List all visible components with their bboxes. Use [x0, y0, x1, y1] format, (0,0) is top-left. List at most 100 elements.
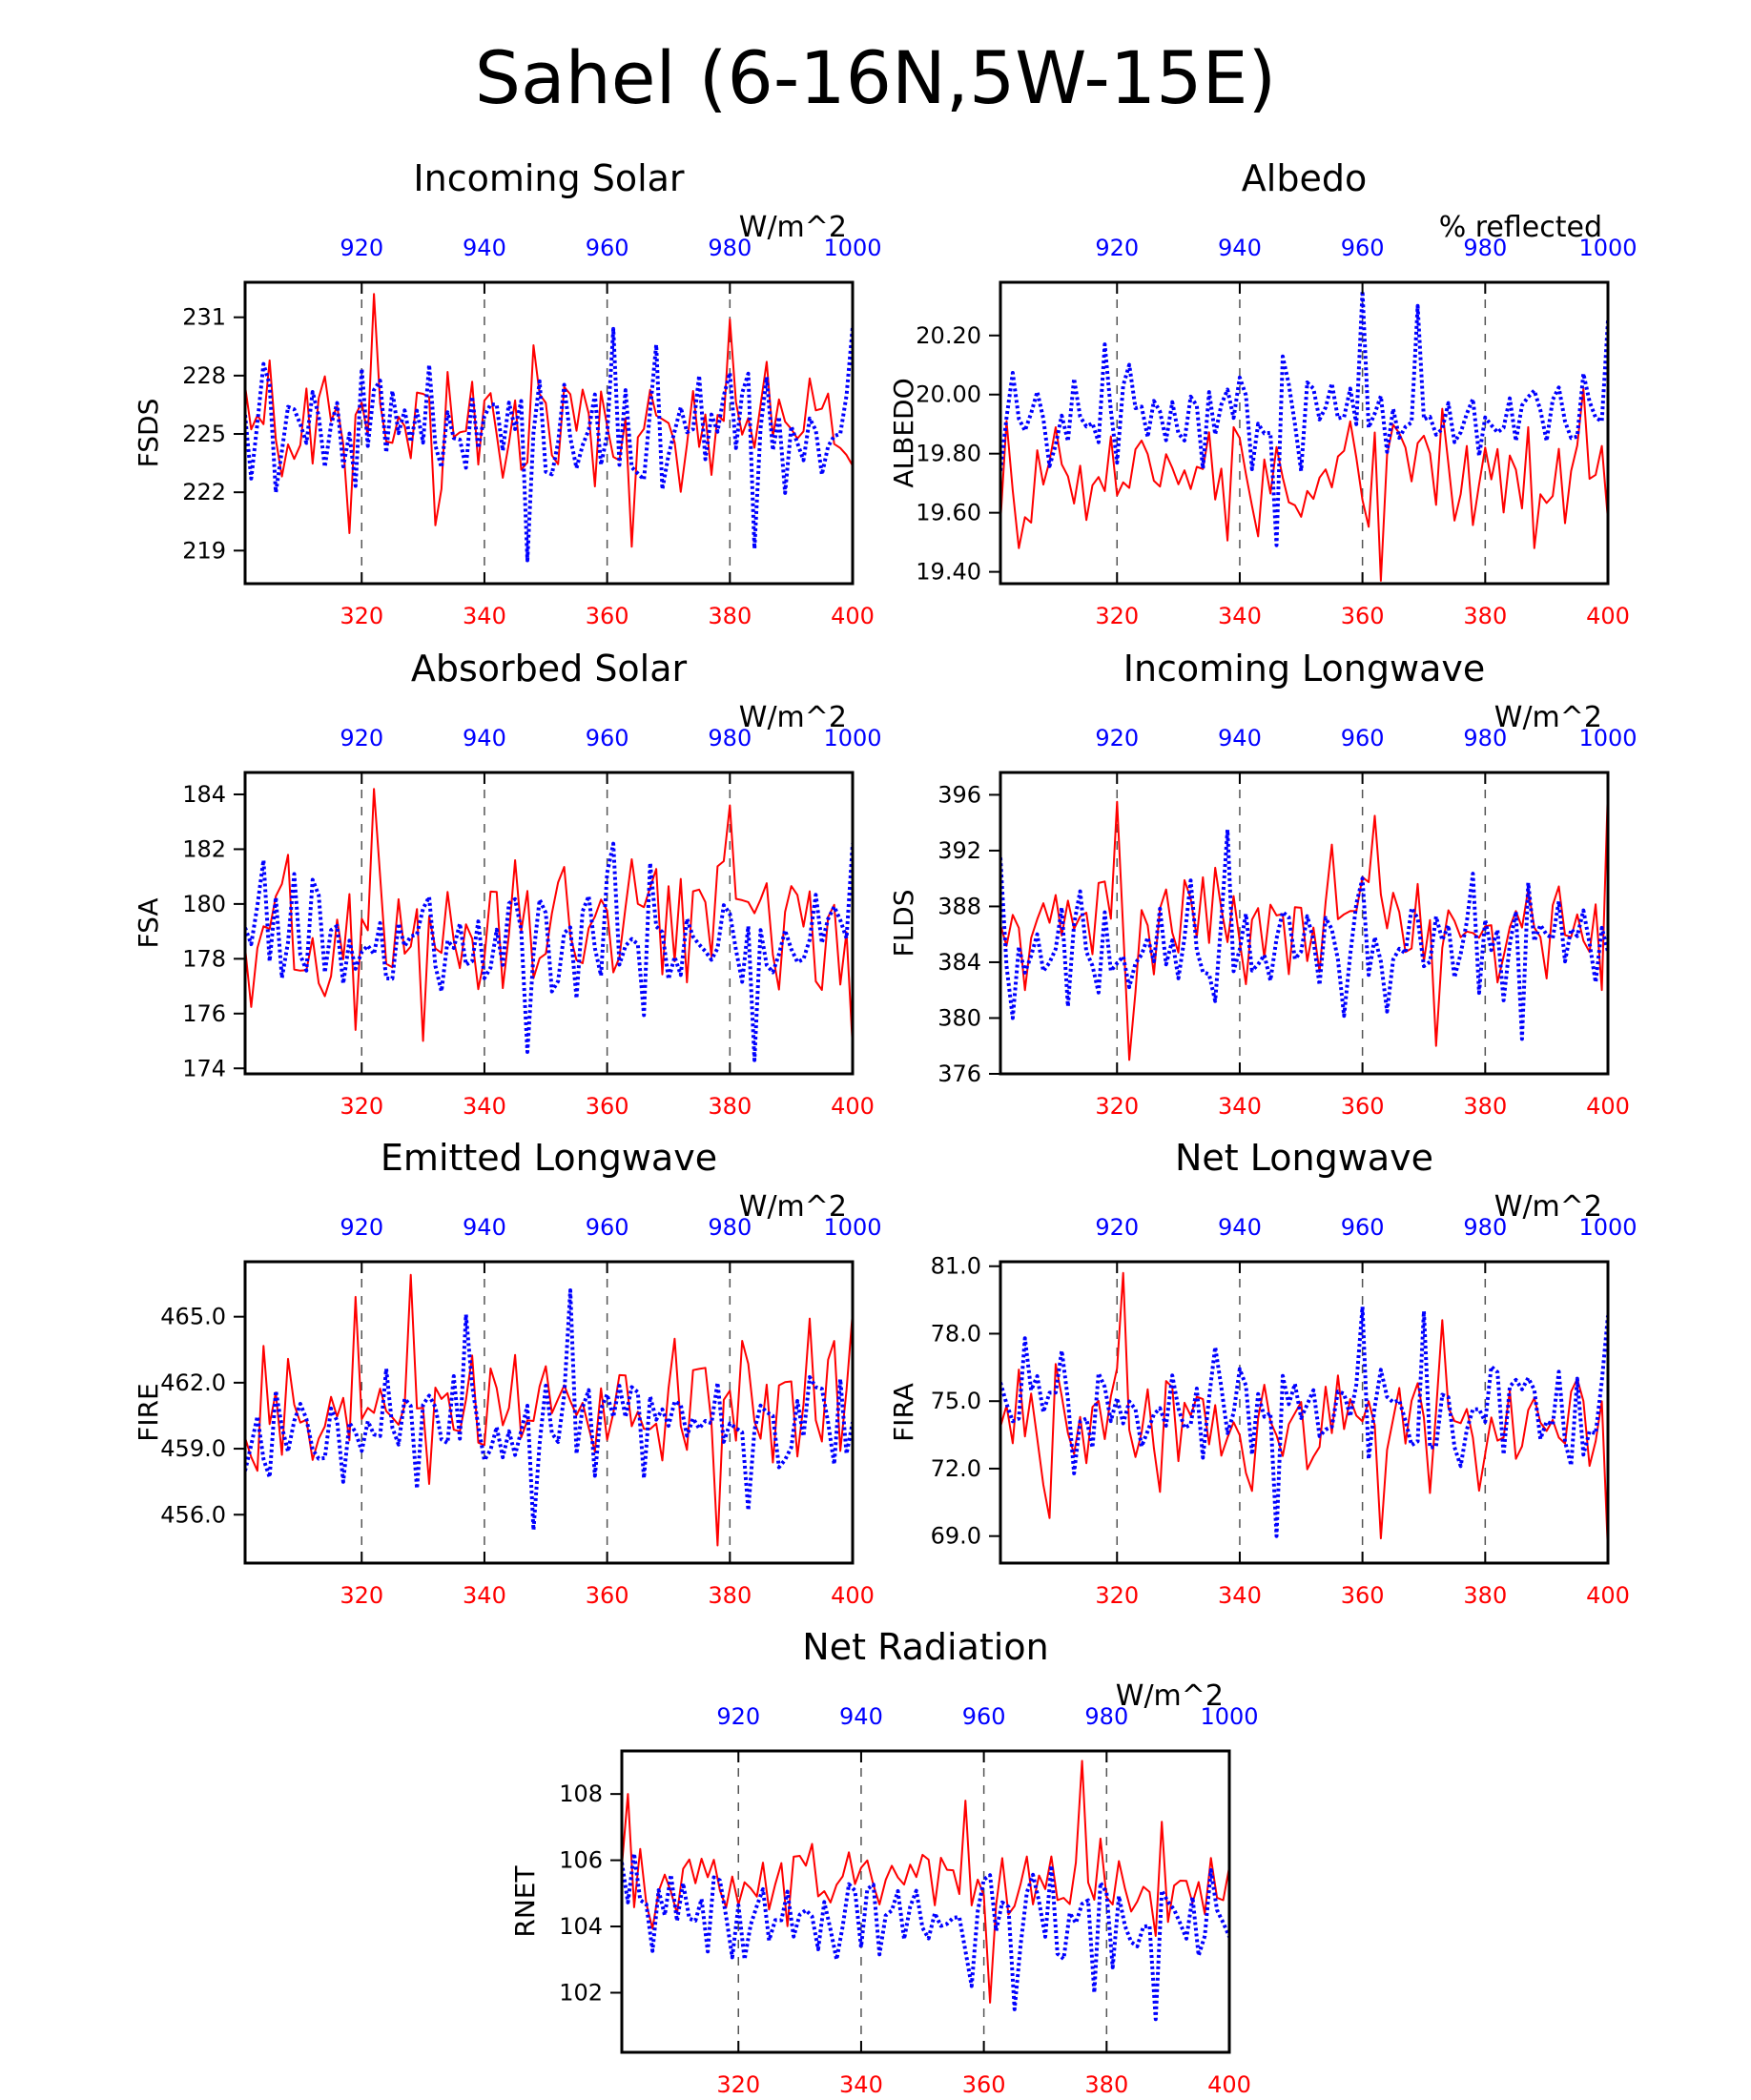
y-tick-label: 182	[182, 835, 226, 862]
y-tick-label: 78.0	[931, 1320, 981, 1347]
x-top-tick-label: 940	[1218, 725, 1262, 751]
series-line-red	[622, 1760, 1229, 2004]
x-top-tick-label: 960	[1341, 725, 1385, 751]
x-bottom-tick-label: 360	[1341, 1093, 1385, 1120]
y-tick-label: 396	[937, 781, 981, 808]
y-tick-label: 392	[937, 837, 981, 864]
x-bottom-tick-label: 320	[1095, 1582, 1139, 1609]
x-bottom-tick-label: 360	[962, 2071, 1006, 2098]
x-bottom-tick-label: 340	[1218, 1582, 1262, 1609]
x-top-tick-label: 960	[962, 1703, 1006, 1730]
y-tick-label: 69.0	[931, 1523, 981, 1550]
y-tick-label: 456.0	[160, 1501, 226, 1528]
y-tick-label: 75.0	[931, 1388, 981, 1414]
x-top-tick-label: 1000	[1578, 725, 1637, 751]
series-line-red	[1000, 387, 1608, 582]
x-top-tick-label: 980	[1084, 1703, 1128, 1730]
x-top-tick-label: 1000	[823, 725, 881, 751]
y-tick-label: 222	[182, 479, 226, 505]
y-tick-label: 184	[182, 781, 226, 808]
x-top-tick-label: 980	[708, 235, 752, 261]
y-tick-label: 380	[937, 1004, 981, 1031]
x-top-tick-label: 1000	[1578, 1214, 1637, 1241]
y-tick-label: 225	[182, 421, 226, 447]
panel-albedo: Albedo % reflected 20.20 20.00 19.80 19.60 19.…	[888, 157, 1638, 629]
plot-frame	[999, 771, 1610, 1076]
y-tick-label: 72.0	[931, 1455, 981, 1482]
series-line-blue	[1000, 828, 1608, 1041]
x-bottom-tick-label: 380	[1463, 1093, 1507, 1120]
series-line-blue	[245, 1288, 853, 1533]
x-bottom-tick-label: 380	[1463, 603, 1507, 629]
y-axis-label: FIRA	[888, 1383, 919, 1442]
x-bottom-tick-label: 360	[586, 603, 629, 629]
y-tick-label: 104	[559, 1913, 603, 1940]
x-bottom-tick-label: 340	[463, 1093, 506, 1120]
x-top-tick-label: 1000	[823, 235, 881, 261]
x-top-tick-label: 920	[716, 1703, 760, 1730]
x-bottom-tick-label: 320	[340, 1582, 383, 1609]
x-bottom-tick-label: 400	[1586, 1582, 1630, 1609]
series-line-blue	[245, 841, 853, 1062]
y-tick-label: 462.0	[160, 1369, 226, 1396]
panel-title: Net Radiation	[802, 1626, 1048, 1668]
x-bottom-tick-label: 360	[1341, 603, 1385, 629]
plot-frame	[999, 280, 1610, 586]
series-line-red	[245, 293, 853, 548]
x-top-tick-label: 960	[586, 235, 629, 261]
x-top-tick-label: 920	[1095, 725, 1139, 751]
x-top-tick-label: 960	[1341, 235, 1385, 261]
x-bottom-tick-label: 360	[586, 1582, 629, 1609]
panel-fsds: Incoming Solar W/m^2 231 228 225 222 219 FSDS 32…	[133, 157, 882, 629]
x-bottom-tick-label: 400	[831, 603, 875, 629]
x-top-tick-label: 940	[463, 1214, 506, 1241]
x-bottom-tick-label: 340	[463, 603, 506, 629]
figure-title: Sahel (6-16N,5W-15E)	[475, 35, 1276, 120]
x-top-tick-label: 1000	[1200, 1703, 1258, 1730]
panel-title: Emitted Longwave	[381, 1137, 717, 1179]
x-top-tick-label: 1000	[1578, 235, 1637, 261]
y-tick-label: 20.00	[916, 381, 981, 408]
x-top-tick-label: 980	[708, 725, 752, 751]
y-tick-label: 106	[559, 1847, 603, 1874]
plot-frame	[999, 1260, 1610, 1565]
x-bottom-tick-label: 360	[1341, 1582, 1385, 1609]
y-tick-label: 178	[182, 945, 226, 972]
x-top-tick-label: 920	[340, 1214, 383, 1241]
series-line-blue	[245, 326, 853, 563]
y-tick-label: 388	[937, 893, 981, 919]
series-line-blue	[622, 1851, 1229, 2022]
x-top-tick-label: 920	[340, 235, 383, 261]
y-tick-label: 231	[182, 304, 226, 331]
y-tick-label: 81.0	[931, 1253, 981, 1280]
x-bottom-tick-label: 320	[340, 603, 383, 629]
x-bottom-tick-label: 320	[1095, 1093, 1139, 1120]
x-top-tick-label: 960	[1341, 1214, 1385, 1241]
plot-frame	[243, 280, 855, 586]
series-line-blue	[1000, 1305, 1608, 1538]
x-top-tick-label: 980	[1463, 725, 1507, 751]
y-tick-label: 108	[559, 1781, 603, 1807]
y-axis-label: FSDS	[133, 399, 164, 468]
x-bottom-tick-label: 380	[708, 1582, 752, 1609]
x-bottom-tick-label: 340	[1218, 603, 1262, 629]
x-bottom-tick-label: 400	[1207, 2071, 1251, 2098]
x-top-tick-label: 980	[708, 1214, 752, 1241]
panel-title: Absorbed Solar	[411, 648, 688, 690]
x-top-tick-label: 980	[1463, 235, 1507, 261]
x-bottom-tick-label: 400	[831, 1093, 875, 1120]
x-top-tick-label: 940	[839, 1703, 883, 1730]
y-tick-label: 102	[559, 1979, 603, 2006]
x-top-tick-label: 980	[1463, 1214, 1507, 1241]
unit-label: W/m^2	[739, 1190, 847, 1224]
y-tick-label: 384	[937, 949, 981, 976]
plot-frame	[620, 1749, 1231, 2054]
series-line-red	[245, 1273, 853, 1547]
x-top-tick-label: 940	[463, 725, 506, 751]
y-tick-label: 176	[182, 1000, 226, 1027]
x-bottom-tick-label: 340	[1218, 1093, 1262, 1120]
x-bottom-tick-label: 340	[463, 1582, 506, 1609]
series-line-blue	[1000, 289, 1608, 547]
y-tick-label: 228	[182, 362, 226, 389]
